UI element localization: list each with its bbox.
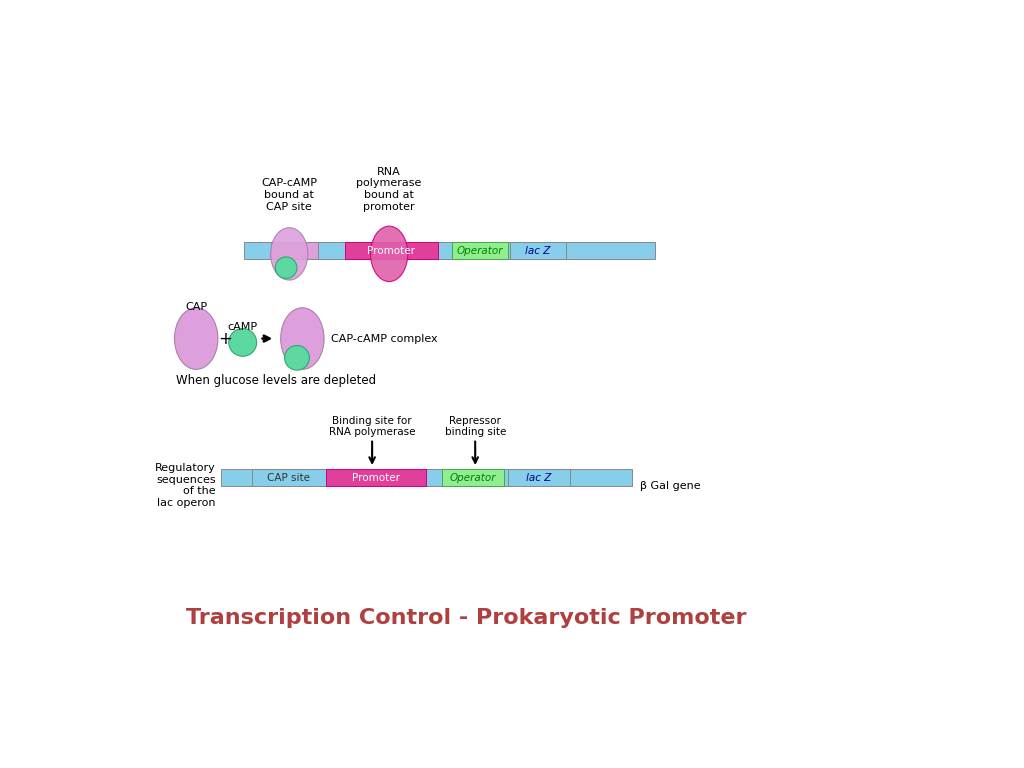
Text: lac Z: lac Z: [525, 246, 551, 256]
Text: β Gal gene: β Gal gene: [640, 481, 700, 491]
Bar: [442, 469, 504, 486]
Ellipse shape: [281, 308, 324, 369]
Text: RNA
polymerase
bound at
promoter: RNA polymerase bound at promoter: [356, 167, 422, 211]
Bar: [252, 469, 326, 486]
Bar: [271, 243, 317, 260]
Text: Binding site for
RNA polymerase: Binding site for RNA polymerase: [329, 415, 416, 437]
Text: Transcription Control - Prokaryotic Promoter: Transcription Control - Prokaryotic Prom…: [186, 608, 746, 628]
Text: lac Z: lac Z: [526, 473, 552, 483]
Ellipse shape: [285, 346, 309, 370]
Bar: [326, 469, 426, 486]
Bar: [508, 469, 569, 486]
Bar: [510, 243, 566, 260]
Text: CAP-cAMP
bound at
CAP site: CAP-cAMP bound at CAP site: [261, 178, 317, 211]
Text: Promoter: Promoter: [368, 246, 416, 256]
Text: Promoter: Promoter: [352, 473, 400, 483]
Bar: [245, 243, 655, 260]
Text: CAP site: CAP site: [267, 473, 310, 483]
Text: +: +: [218, 329, 231, 348]
Text: cAMP: cAMP: [227, 323, 258, 333]
Text: Regulatory
sequences
of the
lac operon: Regulatory sequences of the lac operon: [155, 463, 216, 508]
Ellipse shape: [275, 257, 297, 279]
Text: CAP: CAP: [185, 302, 207, 312]
Ellipse shape: [174, 308, 218, 369]
Text: Operator: Operator: [457, 246, 503, 256]
Ellipse shape: [371, 226, 408, 282]
Bar: [345, 243, 438, 260]
Text: Operator: Operator: [450, 473, 496, 483]
Bar: [452, 243, 508, 260]
Bar: [221, 469, 632, 486]
Text: Repressor
binding site: Repressor binding site: [444, 415, 506, 437]
Text: When glucose levels are depleted: When glucose levels are depleted: [176, 375, 376, 387]
Ellipse shape: [228, 329, 257, 356]
Ellipse shape: [270, 227, 308, 280]
Text: CAP-cAMP complex: CAP-cAMP complex: [331, 333, 437, 343]
